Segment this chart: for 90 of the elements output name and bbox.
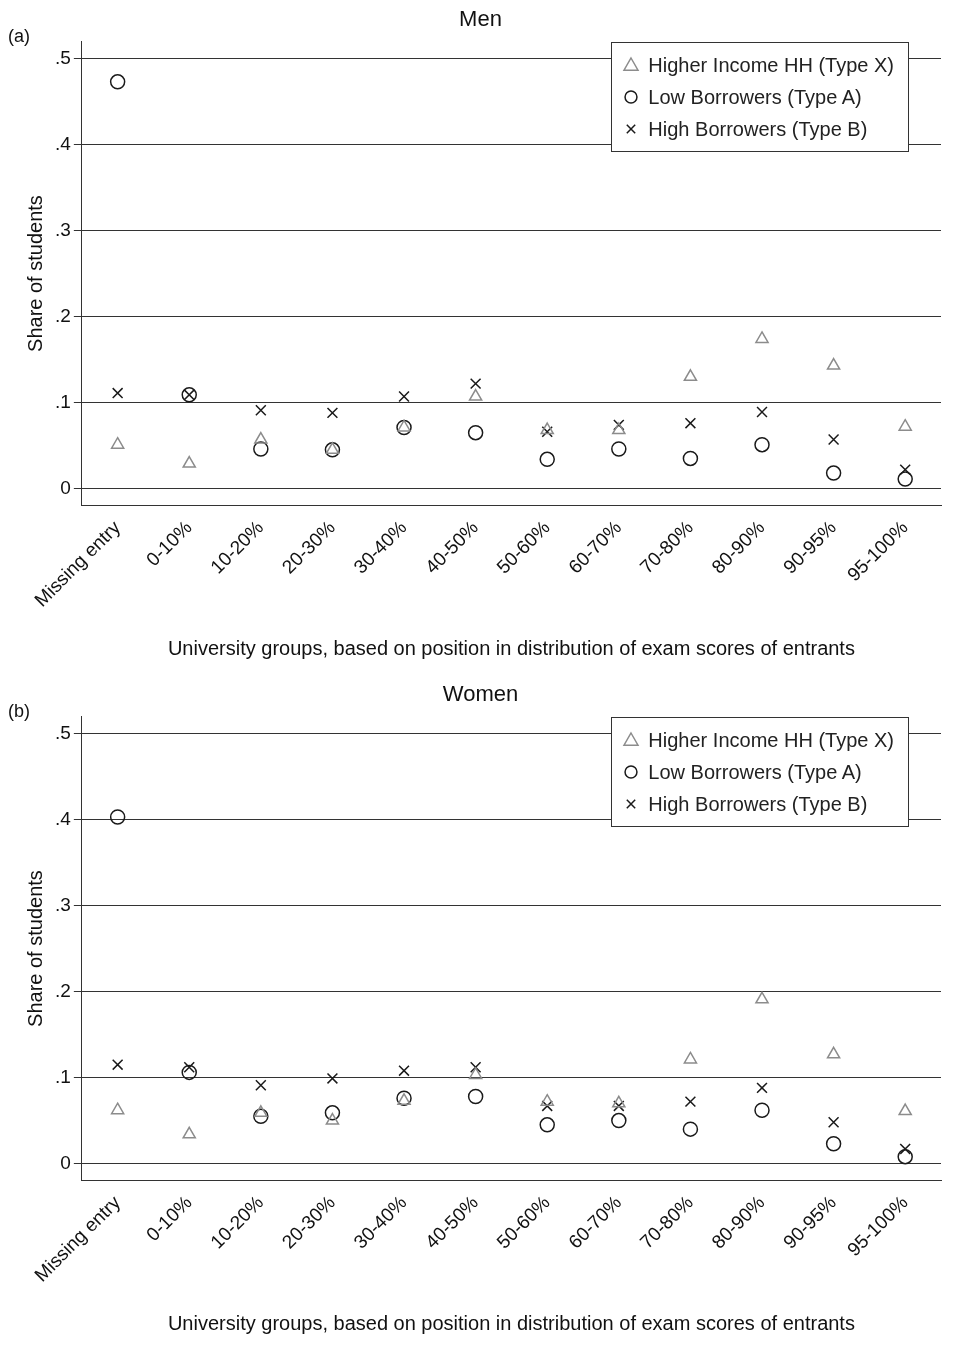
point bbox=[897, 1148, 913, 1165]
y-tick-label: 0 bbox=[60, 1151, 71, 1173]
point bbox=[755, 991, 769, 1004]
legend-label: Low Borrowers (Type A) bbox=[648, 760, 862, 784]
point bbox=[398, 390, 410, 403]
point bbox=[539, 1117, 555, 1133]
point bbox=[254, 1105, 268, 1118]
y-tick-label: .2 bbox=[54, 979, 71, 1001]
point bbox=[756, 1082, 768, 1094]
point bbox=[825, 1136, 842, 1152]
y-tick-label: .4 bbox=[54, 807, 72, 829]
point bbox=[396, 419, 412, 436]
point bbox=[539, 451, 555, 468]
point bbox=[682, 1121, 699, 1137]
point bbox=[611, 1112, 627, 1129]
point bbox=[468, 388, 483, 401]
chart-title: Women bbox=[442, 681, 519, 707]
text: (b) bbox=[8, 700, 30, 721]
point bbox=[111, 387, 124, 399]
point bbox=[467, 1088, 484, 1105]
point bbox=[111, 1058, 124, 1071]
point bbox=[756, 406, 768, 418]
y-tick-label: .2 bbox=[54, 304, 71, 326]
point bbox=[899, 1143, 911, 1155]
point bbox=[398, 1064, 410, 1077]
point bbox=[397, 419, 411, 432]
point bbox=[324, 1105, 341, 1121]
point bbox=[612, 1095, 626, 1108]
point bbox=[469, 1061, 482, 1073]
point bbox=[898, 418, 913, 431]
legend-label: High Borrowers (Type B) bbox=[648, 792, 868, 816]
point bbox=[326, 407, 339, 419]
point bbox=[754, 436, 770, 453]
point bbox=[541, 426, 553, 438]
point bbox=[469, 377, 482, 390]
point bbox=[755, 331, 769, 344]
point bbox=[684, 417, 697, 429]
point bbox=[613, 419, 625, 431]
y-axis-title: Share of students bbox=[23, 195, 46, 352]
x-axis-title: University groups, based on position in distribution of exam scores of entrants bbox=[167, 636, 855, 659]
y-tick-label: .5 bbox=[54, 721, 71, 743]
point bbox=[611, 441, 627, 457]
y-tick-label: .3 bbox=[54, 893, 71, 915]
x-axis-title: University groups, based on position in distribution of exam scores of entrants bbox=[167, 1311, 855, 1334]
point bbox=[182, 455, 197, 468]
y-tick-label: .5 bbox=[54, 46, 71, 68]
y-tick-label: 0 bbox=[60, 476, 71, 498]
point bbox=[540, 1093, 555, 1106]
point bbox=[109, 74, 126, 90]
point bbox=[683, 369, 698, 382]
point bbox=[754, 1102, 770, 1118]
y-tick-label: .1 bbox=[54, 1065, 71, 1087]
point bbox=[468, 1067, 483, 1080]
y-tick-label: .1 bbox=[54, 390, 71, 412]
y-tick-label: .4 bbox=[54, 132, 72, 154]
point bbox=[110, 1102, 125, 1115]
point bbox=[827, 433, 840, 446]
point bbox=[325, 1112, 340, 1125]
point bbox=[181, 1064, 197, 1081]
point bbox=[255, 404, 267, 416]
text: (a) bbox=[8, 25, 30, 46]
point bbox=[826, 357, 841, 370]
point bbox=[253, 441, 269, 457]
point bbox=[254, 431, 268, 444]
point bbox=[182, 1126, 197, 1139]
point bbox=[540, 422, 555, 435]
point bbox=[683, 1051, 698, 1064]
point bbox=[541, 1100, 553, 1112]
legend-label: Higher Income HH (Type X) bbox=[648, 728, 894, 752]
point bbox=[684, 1095, 697, 1108]
chart-title: Men bbox=[459, 6, 502, 32]
legend-label: High Borrowers (Type B) bbox=[648, 117, 868, 141]
point bbox=[897, 471, 913, 487]
point bbox=[825, 465, 842, 481]
point bbox=[253, 1108, 269, 1124]
point bbox=[612, 422, 626, 435]
point bbox=[827, 1116, 840, 1128]
point bbox=[326, 1072, 339, 1085]
legend-label: Higher Income HH (Type X) bbox=[648, 53, 894, 77]
y-axis-title: Share of students bbox=[23, 870, 46, 1027]
point bbox=[109, 809, 126, 825]
point bbox=[682, 450, 699, 467]
point bbox=[826, 1046, 841, 1059]
point bbox=[110, 436, 125, 449]
point bbox=[467, 424, 484, 441]
point bbox=[255, 1079, 267, 1091]
point bbox=[613, 1100, 625, 1112]
y-tick-label: .3 bbox=[54, 218, 71, 240]
legend-label: Low Borrowers (Type A) bbox=[648, 85, 862, 109]
point bbox=[898, 1103, 913, 1116]
